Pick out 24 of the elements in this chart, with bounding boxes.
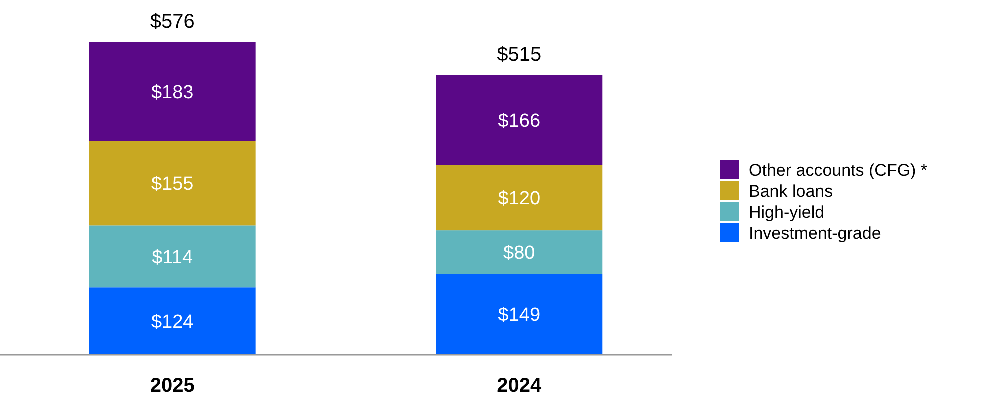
data-label: $166 <box>498 110 541 132</box>
data-label: $120 <box>498 188 541 210</box>
bar <box>89 288 256 355</box>
data-label: $155 <box>151 174 194 196</box>
bar <box>436 274 603 355</box>
x-tick-label: 2024 <box>497 375 543 397</box>
data-label: $80 <box>504 242 536 264</box>
bar <box>436 230 603 274</box>
data-label: $183 <box>151 82 194 104</box>
bar <box>89 42 256 142</box>
legend-label: Bank loans <box>749 182 834 201</box>
data-label: $149 <box>498 305 541 326</box>
data-label: $114 <box>152 247 194 268</box>
legend-label: Other accounts (CFG) * <box>749 160 928 180</box>
legend-label: High-yield <box>749 202 825 222</box>
data-label: $124 <box>151 312 194 333</box>
x-tick-label: 2025 <box>150 375 195 397</box>
bar <box>89 226 256 288</box>
bar <box>89 141 256 226</box>
legend-label: Investment-grade <box>749 224 882 243</box>
total-label: $576 <box>150 11 195 33</box>
bar <box>436 165 603 231</box>
bar <box>436 75 603 166</box>
total-label: $515 <box>497 44 542 66</box>
